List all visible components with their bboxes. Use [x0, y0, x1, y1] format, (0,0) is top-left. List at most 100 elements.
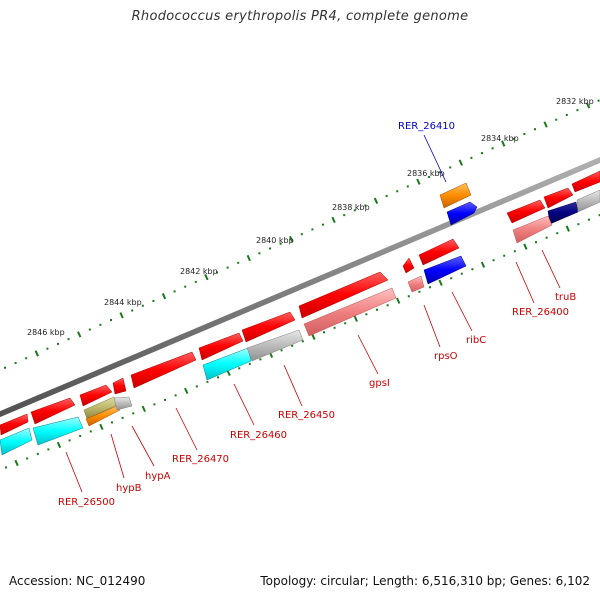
scale-major-tick [416, 178, 421, 185]
scale-minor-tick [470, 156, 473, 159]
scale-minor-tick [576, 109, 579, 112]
gene-label-RER_26460[interactable]: RER_26460 [230, 430, 287, 441]
gene-arrow-blue[interactable] [446, 201, 478, 226]
gene-label-RER_26500[interactable]: RER_26500 [58, 497, 115, 508]
gene-label-ribC[interactable]: ribC [466, 335, 486, 346]
inner-minor-tick [174, 394, 177, 397]
inner-minor-tick [323, 331, 325, 334]
inner-major-tick [99, 423, 104, 431]
leader-ribC [451, 291, 473, 332]
inner-minor-tick [79, 434, 82, 437]
reverse-strand-genes[interactable] [0, 215, 553, 456]
gene-label-hypB[interactable]: hypB [116, 483, 142, 494]
leader-RER_26500 [65, 451, 83, 493]
inner-major-tick [184, 387, 189, 395]
scale-minor-tick [534, 128, 536, 131]
gene-arrow-red[interactable] [543, 187, 574, 209]
gene-arrow-pink[interactable] [512, 215, 553, 244]
gene-label-hypA[interactable]: hypA [145, 471, 171, 482]
gene-label-truB[interactable]: truB [555, 292, 576, 303]
inner-minor-tick [259, 358, 262, 361]
gene-label-rpsO[interactable]: rpsO [434, 351, 458, 362]
gene-arrow-red[interactable] [571, 170, 600, 193]
inner-major-tick [565, 225, 570, 232]
scale-minor-tick [565, 113, 568, 116]
gene-arrow-pink[interactable] [407, 275, 425, 293]
leader-RER_26450 [283, 364, 303, 407]
gene-arrow-red[interactable] [506, 199, 546, 224]
scale-major-tick [331, 216, 336, 224]
gene-arrow-grey[interactable] [576, 189, 600, 213]
scale-minor-tick [449, 166, 452, 169]
inner-minor-tick [545, 236, 548, 239]
scale-minor-tick [237, 261, 240, 264]
scale-major-tick [119, 312, 124, 319]
gene-arrow-orange[interactable] [439, 182, 472, 209]
gene-arrow-blue[interactable] [423, 255, 467, 285]
topology-text: Topology: circular; Length: 6,516,310 bp… [260, 574, 590, 588]
gene-label-RER_26470[interactable]: RER_26470 [172, 454, 229, 465]
inner-minor-tick [132, 412, 135, 415]
gene-arrow-grey[interactable] [113, 396, 133, 411]
gene-arrow-pink[interactable] [303, 287, 397, 337]
scale-major-tick [289, 235, 294, 243]
inner-minor-tick [238, 367, 241, 370]
inner-minor-tick [280, 349, 283, 352]
inner-minor-tick [206, 380, 209, 383]
gene-arrow-red[interactable] [241, 311, 296, 343]
scale-minor-tick [25, 357, 28, 360]
scale-minor-tick [343, 214, 346, 217]
scale-minor-tick [385, 195, 388, 198]
leader-RER_26460 [233, 383, 255, 426]
inner-minor-tick [513, 250, 516, 253]
leader-gpsI [357, 334, 379, 375]
inner-minor-tick [386, 304, 389, 307]
gene-arrow-red[interactable] [198, 332, 244, 361]
inner-minor-tick [344, 322, 347, 325]
scale-minor-tick [364, 204, 367, 207]
gene-arrow-red[interactable] [0, 413, 29, 436]
gene-arrow-red[interactable] [298, 271, 389, 319]
gene-arrow-cyan[interactable] [0, 427, 33, 456]
inner-minor-tick [407, 295, 410, 298]
label-leader-lines [65, 134, 561, 493]
scale-minor-tick [353, 209, 356, 212]
forward-strand-genes[interactable] [0, 170, 600, 436]
scale-minor-tick [555, 118, 558, 121]
map-title: Rhodococcus erythropolis PR4, complete g… [131, 9, 469, 24]
scale-major-tick [543, 121, 548, 128]
inner-minor-tick [195, 385, 198, 388]
inner-major-tick [480, 261, 486, 268]
inner-minor-tick [26, 457, 29, 460]
scale-minor-tick [523, 133, 526, 136]
gene-arrow-red[interactable] [418, 238, 460, 266]
gene-arrow-red[interactable] [112, 377, 127, 395]
scale-minor-tick [67, 338, 70, 341]
scale-label-2832: 2832 kbp [556, 97, 594, 106]
inner-minor-tick [47, 448, 50, 451]
scale-major-tick [585, 102, 591, 109]
gene-label-RER_26410[interactable]: RER_26410 [398, 121, 455, 132]
leader-RER_26410 [423, 134, 447, 183]
gene-arrow-red[interactable] [130, 351, 197, 389]
gene-arrow-cyan[interactable] [32, 416, 84, 446]
gene-arrow-red[interactable] [402, 257, 415, 274]
scale-major-tick [246, 254, 251, 262]
gene-label-RER_26450[interactable]: RER_26450 [278, 410, 335, 421]
scale-minor-tick [428, 175, 430, 178]
gene-arrow-cyan[interactable] [202, 347, 252, 381]
gene-arrow-grey[interactable] [246, 329, 304, 362]
gene-arrow-red[interactable] [79, 384, 113, 407]
scale-minor-tick [152, 299, 155, 302]
gene-arrow-red[interactable] [30, 397, 76, 425]
scale-minor-tick [173, 290, 176, 293]
scale-labels: 2832 kbp 2834 kbp 2836 kbp 2838 kbp 2840… [27, 97, 594, 337]
leader-RER_26400 [515, 261, 535, 304]
gene-label-RER_26400[interactable]: RER_26400 [512, 307, 569, 318]
scale-minor-tick [491, 147, 494, 150]
gene-label-gpsI[interactable]: gpsI [369, 378, 390, 389]
gene-arrow-orange[interactable] [85, 405, 121, 427]
scale-minor-tick [216, 271, 218, 274]
inner-minor-tick [121, 416, 124, 419]
scale-minor-tick [88, 328, 91, 331]
